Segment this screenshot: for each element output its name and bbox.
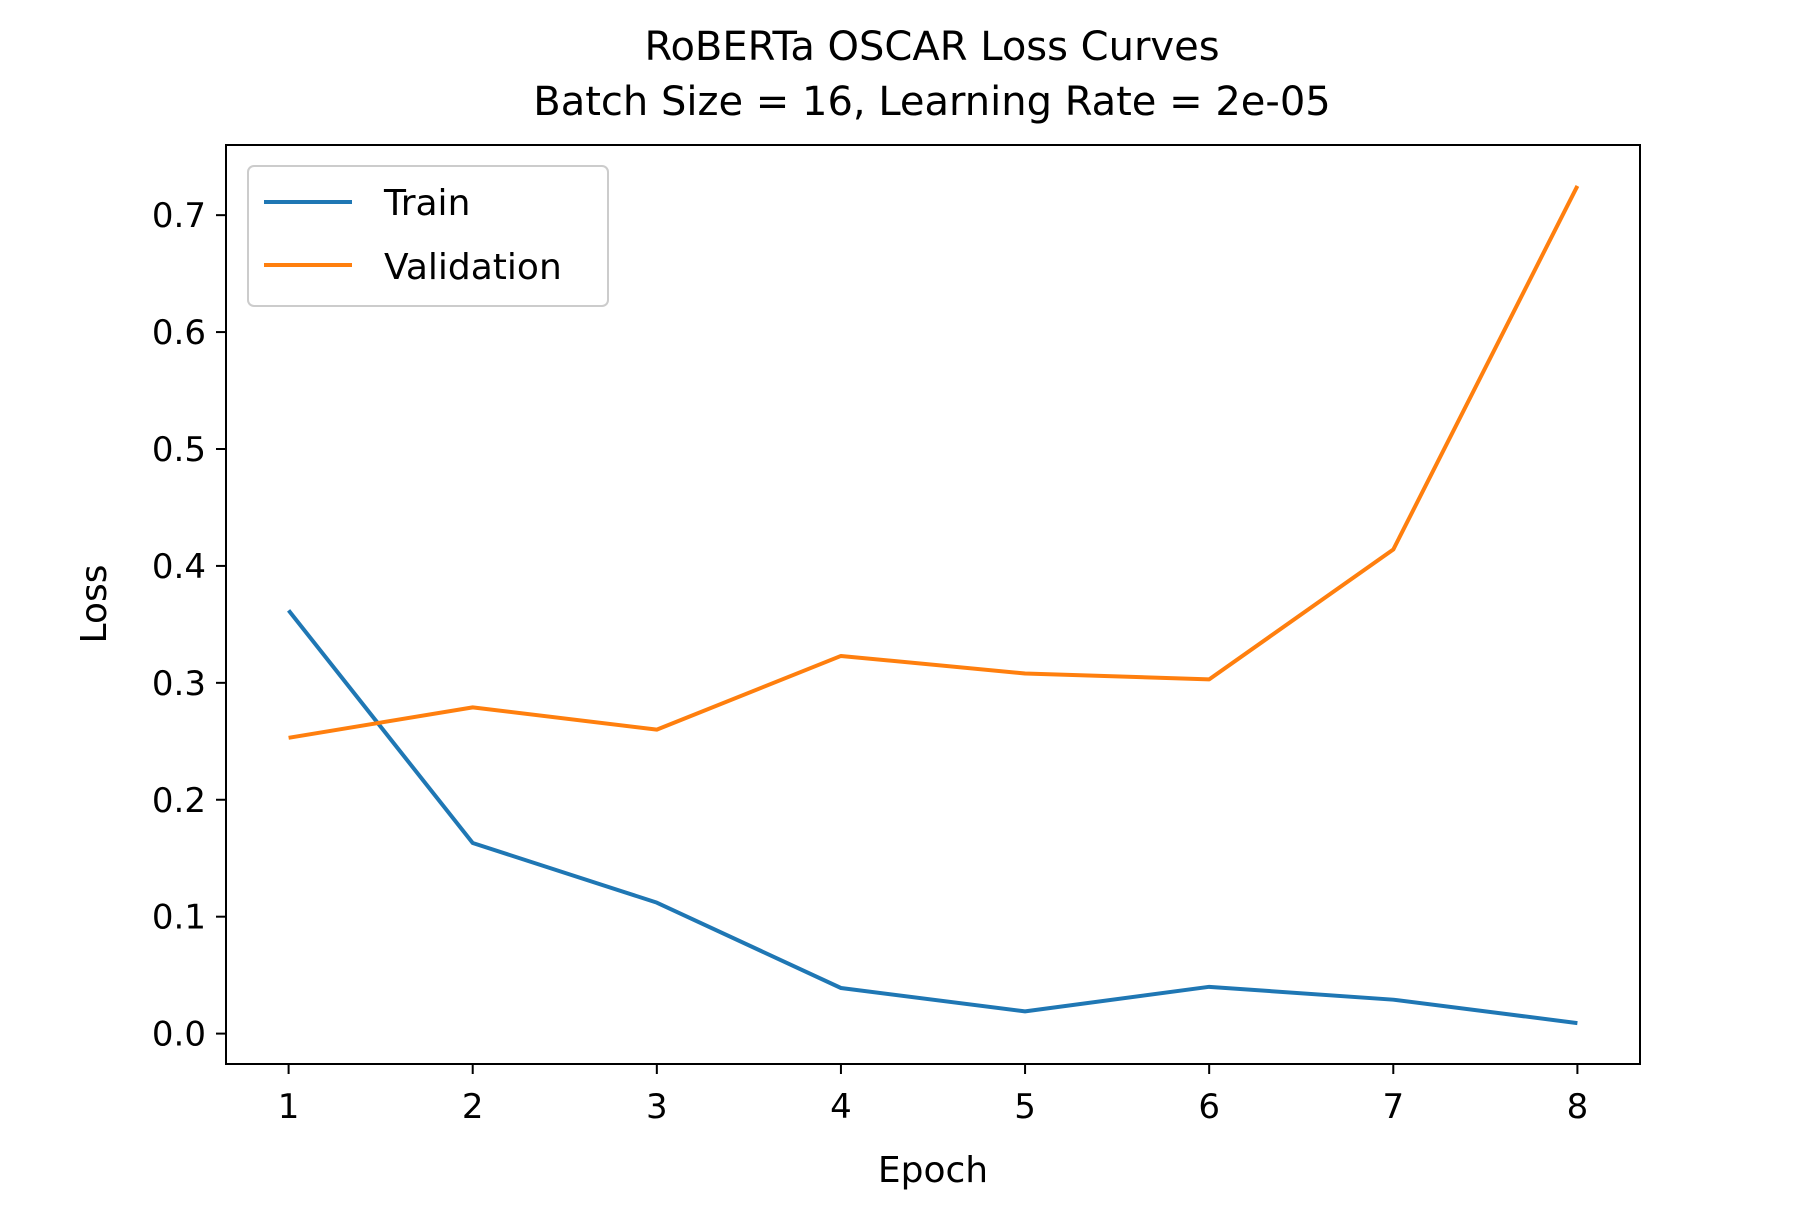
x-axis: 1 2 3 4 5 6 7 8: [278, 1064, 1588, 1127]
x-tick-label: 3: [646, 1087, 668, 1127]
series-line-train: [289, 610, 1578, 1023]
chart-subtitle: Batch Size = 16, Learning Rate = 2e-05: [533, 79, 1331, 125]
y-axis: 0.0 0.1 0.2 0.3 0.4 0.5 0.6 0.7: [152, 196, 226, 1054]
x-tick-label: 5: [1014, 1087, 1036, 1127]
x-tick-label: 6: [1198, 1087, 1220, 1127]
y-tick-label: 0.4: [152, 547, 206, 587]
y-tick-label: 0.1: [152, 898, 206, 938]
y-tick-label: 0.3: [152, 664, 206, 704]
x-tick-label: 2: [462, 1087, 484, 1127]
legend-label-validation: Validation: [384, 247, 562, 288]
y-axis-label: Loss: [74, 565, 115, 644]
y-tick-label: 0.5: [152, 430, 206, 470]
legend: Train Validation: [248, 166, 608, 306]
x-tick-label: 1: [278, 1087, 300, 1127]
x-axis-label: Epoch: [878, 1150, 988, 1191]
chart-title: RoBERTa OSCAR Loss Curves: [644, 24, 1219, 70]
y-tick-label: 0.0: [152, 1015, 206, 1055]
x-tick-label: 4: [830, 1087, 852, 1127]
series-layer: [289, 186, 1578, 1023]
y-tick-label: 0.2: [152, 781, 206, 821]
legend-label-train: Train: [383, 183, 470, 224]
x-tick-label: 7: [1382, 1087, 1404, 1127]
y-tick-label: 0.7: [152, 196, 206, 236]
x-tick-label: 8: [1567, 1087, 1589, 1127]
y-tick-label: 0.6: [152, 313, 206, 353]
